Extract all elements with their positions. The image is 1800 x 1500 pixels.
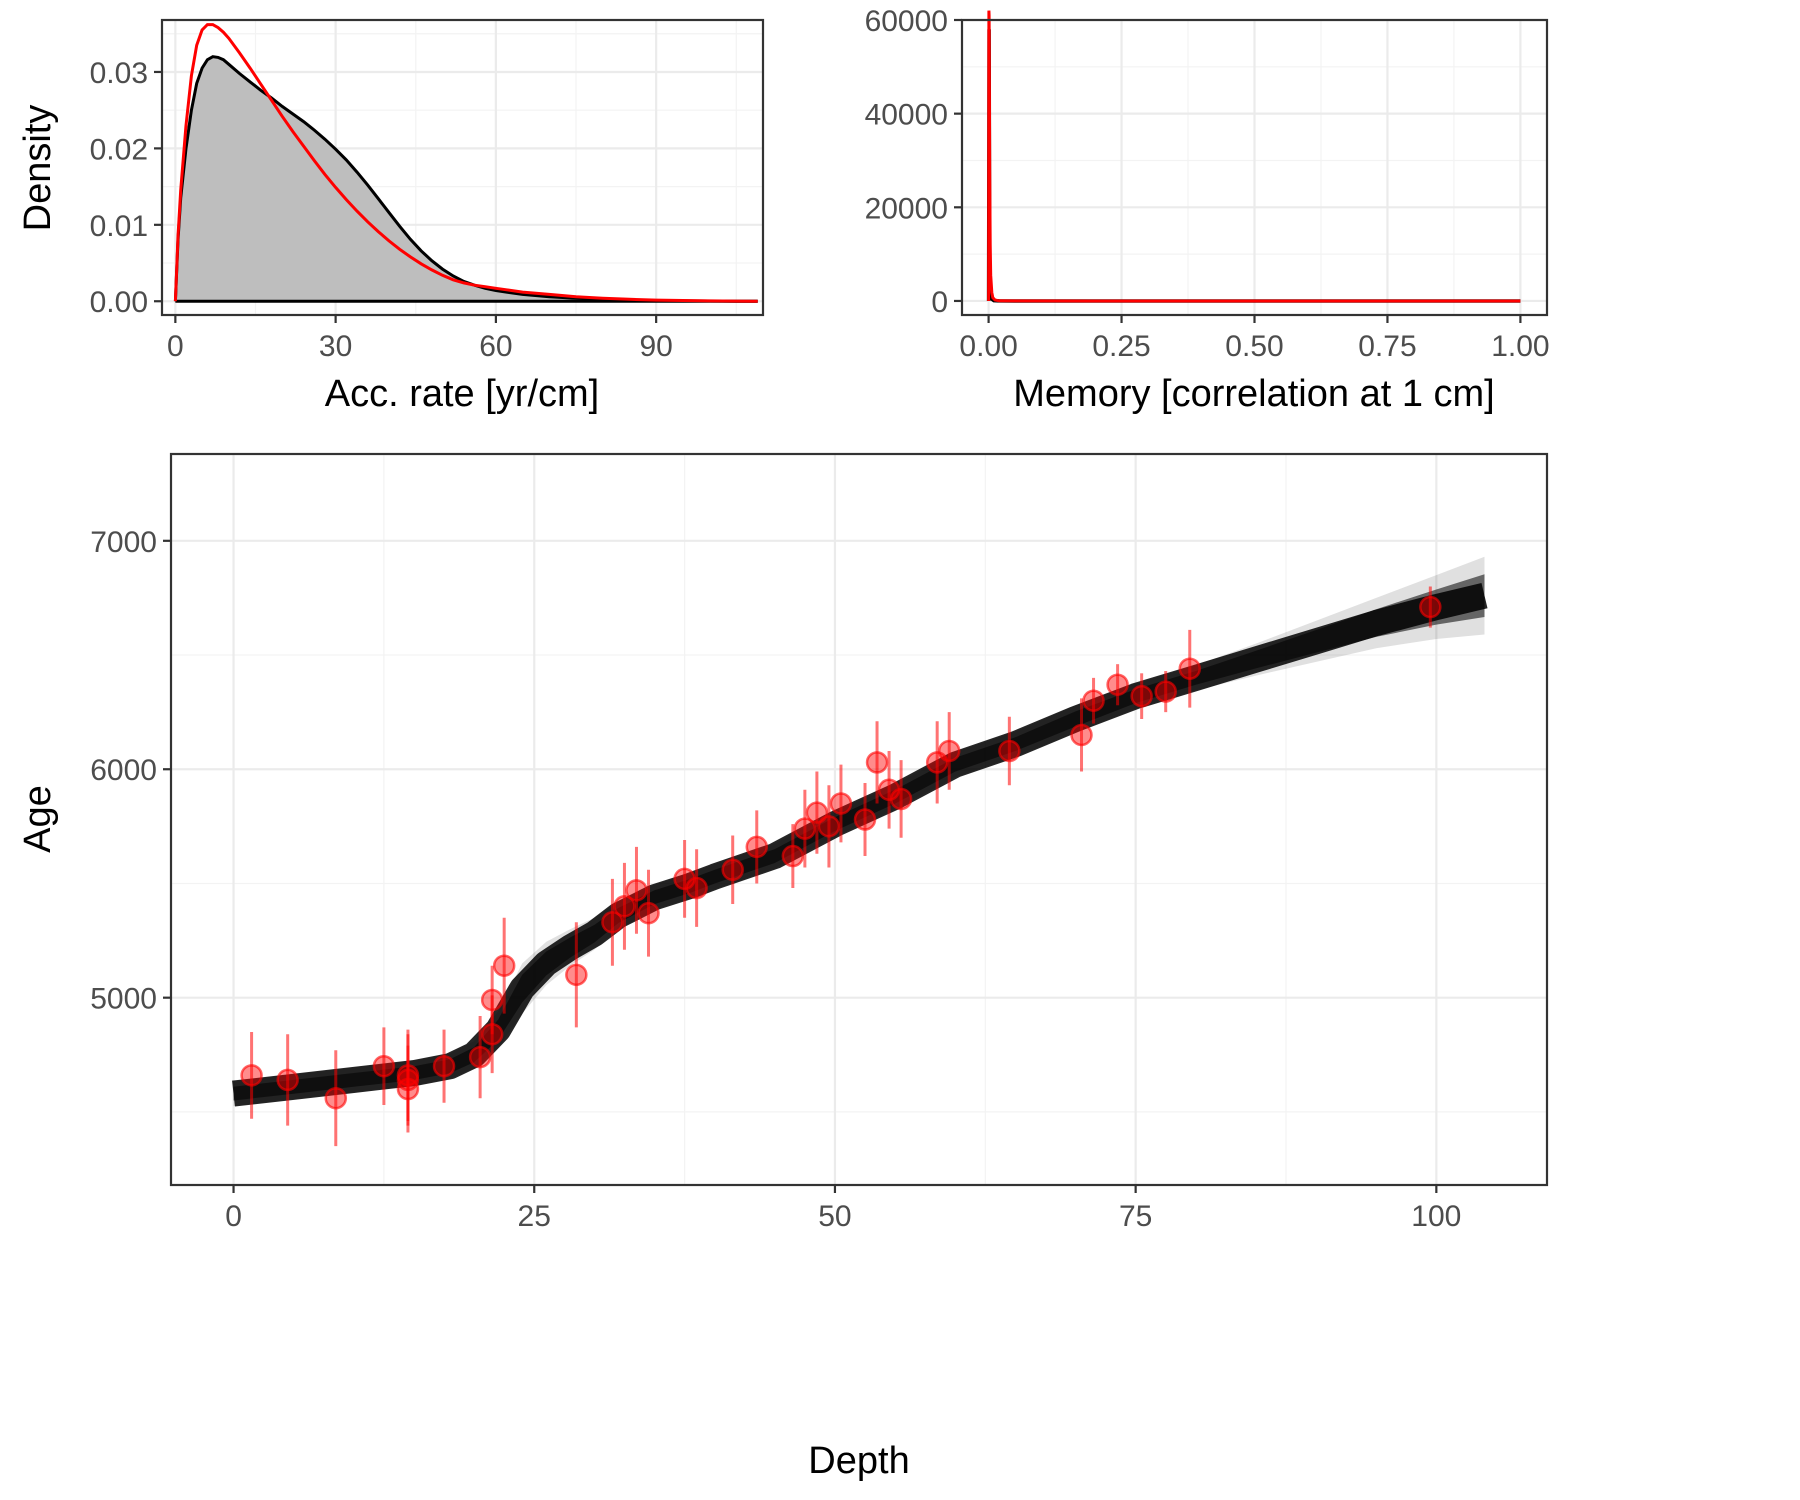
x-tick-label: 25 — [518, 1200, 551, 1233]
x-tick-label: 0 — [167, 330, 184, 363]
y-tick-label: 20000 — [865, 192, 948, 225]
date-point — [494, 956, 514, 976]
x-tick-label: 1.00 — [1491, 330, 1549, 363]
age-y-axis-title: Age — [17, 785, 59, 853]
date-point — [1072, 725, 1092, 745]
date-point — [1084, 691, 1104, 711]
x-tick-label: 0.75 — [1358, 330, 1416, 363]
x-tick-label: 60 — [479, 330, 512, 363]
x-tick-label: 0.25 — [1092, 330, 1150, 363]
x-tick-label: 90 — [639, 330, 672, 363]
date-point — [242, 1065, 262, 1085]
date-point — [687, 878, 707, 898]
y-tick-label: 7000 — [90, 526, 157, 559]
acc-rate-panel: 0 30 60 90 0.00 0.01 0.02 0.03 Acc. rate [yr/cm]… — [17, 20, 763, 415]
date-point — [639, 903, 659, 923]
date-point — [747, 837, 767, 857]
depth-x-axis-title: Depth — [808, 1440, 909, 1482]
date-point — [374, 1056, 394, 1076]
date-point — [626, 880, 646, 900]
date-point — [1108, 675, 1128, 695]
plot-background-group — [962, 20, 1547, 315]
memory-x-axis-title: Memory [correlation at 1 cm] — [1013, 373, 1494, 415]
date-point — [723, 860, 743, 880]
date-point — [566, 965, 586, 985]
x-tick-label: 0 — [225, 1200, 242, 1233]
y-tick-label: 0.02 — [90, 133, 148, 166]
date-point — [470, 1047, 490, 1067]
x-tick-label: 0.00 — [959, 330, 1017, 363]
date-point — [1156, 682, 1176, 702]
date-point — [999, 741, 1019, 761]
density-y-axis-title: Density — [17, 105, 59, 232]
date-point — [1132, 686, 1152, 706]
date-point — [855, 810, 875, 830]
y-tick-label: 0.00 — [90, 286, 148, 319]
date-point — [278, 1070, 298, 1090]
date-point — [939, 741, 959, 761]
age-depth-panel: 0 25 50 75 100 5000 6000 7000 Depth Age — [17, 454, 1547, 1482]
acc-rate-x-axis-title: Acc. rate [yr/cm] — [325, 373, 599, 415]
y-tick-label: 0.01 — [90, 210, 148, 243]
y-tick-label: 5000 — [90, 983, 157, 1016]
memory-panel: 0.00 0.25 0.50 0.75 1.00 0 20000 40000 60000 Memo… — [865, 5, 1550, 415]
date-point — [326, 1088, 346, 1108]
date-point — [819, 816, 839, 836]
date-point — [867, 752, 887, 772]
date-point — [1180, 659, 1200, 679]
x-tick-label: 50 — [818, 1200, 851, 1233]
date-point — [783, 846, 803, 866]
y-tick-label: 60000 — [865, 5, 948, 38]
x-tick-label: 75 — [1119, 1200, 1152, 1233]
y-tick-label: 0.03 — [90, 57, 148, 90]
y-tick-label: 6000 — [90, 754, 157, 787]
date-point — [482, 990, 502, 1010]
date-point — [1420, 597, 1440, 617]
date-point — [434, 1056, 454, 1076]
x-tick-label: 30 — [319, 330, 352, 363]
y-tick-label: 0 — [931, 286, 948, 319]
date-point — [398, 1065, 418, 1085]
date-point — [831, 794, 851, 814]
date-point — [891, 789, 911, 809]
x-tick-label: 100 — [1411, 1200, 1461, 1233]
x-tick-label: 0.50 — [1225, 330, 1283, 363]
y-tick-label: 40000 — [865, 99, 948, 132]
